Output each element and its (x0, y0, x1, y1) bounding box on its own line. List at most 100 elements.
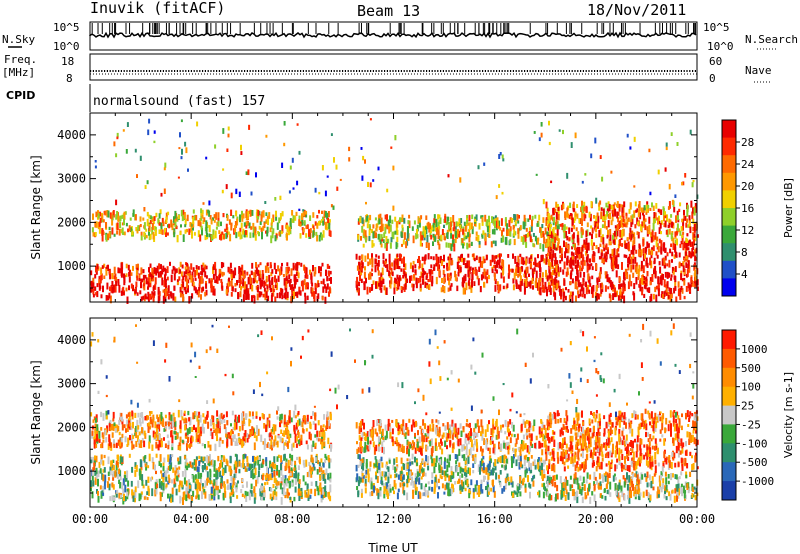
data-cell (253, 497, 256, 504)
data-cell (429, 273, 432, 282)
data-cell (445, 221, 448, 226)
data-cell (216, 221, 219, 226)
data-cell (449, 217, 452, 222)
data-cell (664, 220, 667, 228)
data-cell (440, 260, 443, 266)
data-cell (307, 495, 310, 501)
data-cell (297, 432, 300, 438)
data-cell (563, 279, 566, 286)
data-cell (616, 249, 619, 257)
data-cell (212, 290, 215, 296)
data-cell (202, 220, 205, 224)
data-cell (502, 227, 505, 232)
data-cell (432, 256, 435, 261)
data-cell (129, 217, 132, 221)
data-cell (388, 223, 391, 229)
data-cell (305, 428, 308, 432)
data-cell (359, 274, 361, 281)
data-cell (585, 205, 588, 213)
data-cell (128, 420, 131, 429)
data-cell (122, 478, 125, 486)
data-cell (288, 435, 291, 444)
data-cell (261, 475, 264, 481)
data-cell (132, 209, 135, 217)
data-cell (597, 293, 600, 300)
data-cell (429, 223, 431, 230)
data-cell (556, 229, 559, 236)
data-cell (571, 278, 574, 284)
data-cell (305, 440, 308, 445)
data-cell (528, 273, 530, 277)
data-cell (416, 228, 418, 235)
data-cell (432, 267, 435, 271)
data-cell (162, 419, 165, 427)
data-cell (633, 283, 636, 289)
data-cell (547, 227, 550, 231)
data-cell (536, 262, 539, 268)
data-cell (258, 270, 261, 275)
data-cell (179, 231, 182, 236)
data-cell (269, 460, 272, 469)
data-cell (597, 247, 600, 254)
data-cell (588, 211, 591, 218)
data-cell (182, 491, 185, 499)
data-cell (122, 291, 125, 296)
data-cell (457, 265, 460, 272)
data-cell (550, 180, 553, 184)
data-cell (311, 287, 314, 293)
data-cell (217, 220, 220, 227)
data-cell (298, 479, 301, 484)
data-cell (574, 256, 577, 264)
data-cell (310, 415, 313, 420)
data-cell (422, 278, 424, 285)
data-cell (371, 253, 373, 260)
data-cell (255, 411, 258, 416)
data-cell (454, 481, 457, 485)
data-cell (372, 224, 375, 229)
data-cell (380, 276, 383, 281)
data-cell (244, 465, 247, 472)
data-cell (266, 226, 269, 234)
data-cell (272, 214, 275, 223)
data-cell (252, 416, 255, 420)
data-cell (535, 277, 538, 283)
data-cell (234, 288, 237, 293)
data-cell (356, 265, 359, 271)
data-cell (615, 263, 617, 269)
data-cell (406, 278, 409, 283)
data-cell (149, 219, 152, 225)
data-cell (186, 462, 189, 467)
data-cell (221, 475, 223, 479)
data-cell (103, 275, 106, 279)
data-cell (146, 211, 149, 217)
data-cell (303, 415, 306, 420)
data-cell (95, 292, 98, 296)
data-cell (151, 457, 154, 463)
data-cell (101, 228, 104, 236)
data-cell (193, 466, 196, 471)
data-cell (314, 187, 317, 193)
data-cell (253, 295, 256, 304)
data-cell (671, 251, 674, 257)
data-cell (431, 270, 434, 275)
data-cell (94, 471, 97, 476)
data-cell (198, 411, 201, 419)
data-cell (512, 284, 515, 291)
data-cell (178, 484, 181, 493)
data-cell (117, 439, 120, 446)
data-cell (206, 232, 208, 237)
data-cell (367, 253, 369, 260)
data-cell (217, 218, 220, 223)
data-cell (598, 256, 601, 260)
data-cell (387, 466, 390, 472)
data-cell (190, 275, 193, 283)
data-cell (630, 215, 633, 223)
data-cell (302, 475, 305, 482)
data-cell (419, 276, 422, 283)
data-cell (110, 460, 113, 465)
data-cell (486, 269, 489, 275)
data-cell (379, 487, 382, 491)
data-cell (323, 429, 326, 435)
data-cell (453, 243, 456, 252)
data-cell (661, 258, 664, 266)
